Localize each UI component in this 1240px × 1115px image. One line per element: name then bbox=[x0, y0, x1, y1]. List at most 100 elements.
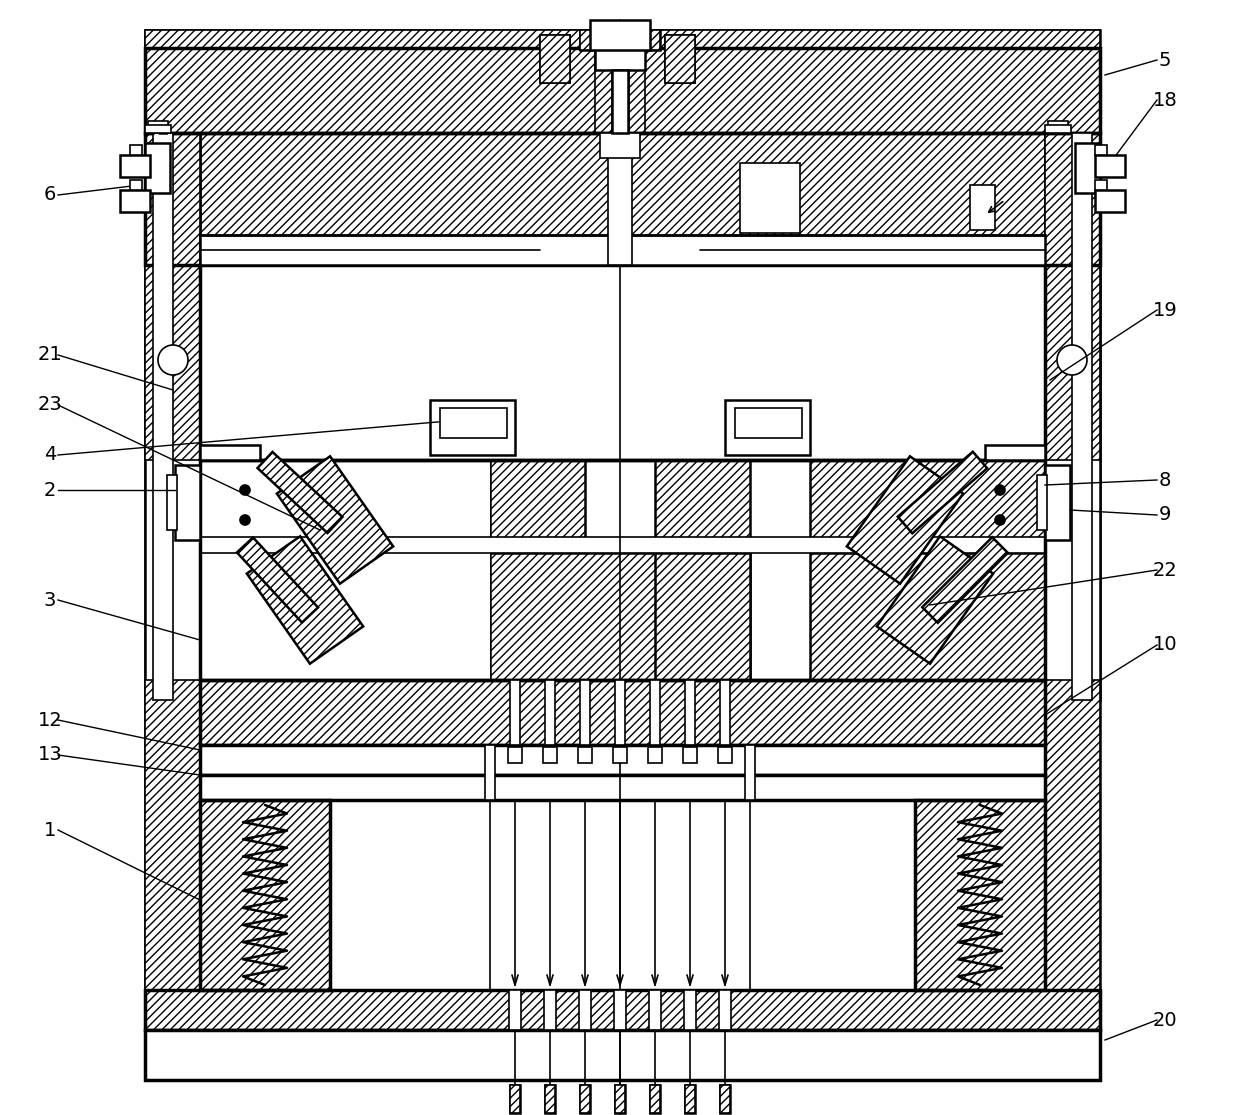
Bar bbox=[130, 145, 143, 155]
Circle shape bbox=[241, 515, 250, 525]
Text: 22: 22 bbox=[1153, 561, 1177, 580]
Bar bbox=[1095, 145, 1107, 155]
Bar bbox=[1045, 133, 1100, 460]
Bar bbox=[200, 775, 1045, 799]
Bar bbox=[1037, 475, 1047, 530]
Circle shape bbox=[994, 485, 1004, 495]
Bar bbox=[725, 400, 810, 455]
Polygon shape bbox=[277, 456, 393, 583]
Bar bbox=[579, 990, 591, 1030]
Bar bbox=[330, 799, 915, 990]
Bar bbox=[546, 1085, 556, 1113]
Bar bbox=[510, 1085, 520, 1113]
Bar bbox=[580, 30, 660, 50]
Text: 4: 4 bbox=[43, 446, 56, 465]
Bar bbox=[720, 680, 730, 745]
Circle shape bbox=[1056, 345, 1087, 375]
Bar bbox=[510, 680, 520, 745]
Bar bbox=[200, 745, 1045, 775]
Bar bbox=[145, 680, 200, 990]
Bar bbox=[665, 35, 694, 83]
Bar bbox=[200, 537, 1045, 553]
Bar bbox=[650, 680, 660, 745]
Bar bbox=[720, 1085, 730, 1113]
Bar bbox=[615, 680, 625, 745]
Bar bbox=[580, 680, 590, 745]
Bar bbox=[145, 143, 170, 193]
Bar bbox=[430, 400, 515, 455]
Bar bbox=[485, 745, 495, 799]
Bar bbox=[614, 990, 626, 1030]
Bar bbox=[543, 747, 557, 763]
Bar bbox=[683, 747, 697, 763]
Bar bbox=[145, 133, 1100, 265]
Bar bbox=[970, 185, 994, 230]
Bar bbox=[200, 799, 330, 990]
Bar bbox=[145, 30, 1100, 48]
Bar bbox=[595, 48, 645, 70]
Bar bbox=[148, 122, 167, 133]
Bar bbox=[915, 799, 1045, 990]
Bar bbox=[810, 553, 1045, 680]
Bar bbox=[650, 1085, 660, 1113]
Polygon shape bbox=[898, 452, 987, 533]
Bar bbox=[615, 1085, 625, 1113]
Bar bbox=[655, 460, 750, 545]
Circle shape bbox=[994, 515, 1004, 525]
Bar bbox=[1048, 122, 1068, 133]
Bar bbox=[544, 990, 556, 1030]
Polygon shape bbox=[877, 536, 993, 663]
Bar bbox=[580, 1085, 590, 1113]
Bar bbox=[130, 180, 143, 190]
Bar bbox=[745, 745, 755, 799]
Bar bbox=[490, 553, 750, 680]
Bar bbox=[546, 1085, 556, 1113]
Text: 18: 18 bbox=[1153, 90, 1177, 109]
Bar bbox=[200, 235, 1045, 265]
Bar bbox=[735, 408, 802, 438]
Bar bbox=[145, 990, 1100, 1030]
Bar bbox=[608, 133, 632, 265]
Bar bbox=[684, 680, 694, 745]
Text: 1: 1 bbox=[43, 821, 56, 840]
Text: 23: 23 bbox=[37, 396, 62, 415]
Text: 12: 12 bbox=[37, 710, 62, 729]
Bar bbox=[580, 30, 660, 50]
Bar bbox=[580, 1085, 590, 1113]
Bar bbox=[120, 155, 150, 177]
Text: 21: 21 bbox=[37, 346, 62, 365]
Bar bbox=[200, 460, 435, 545]
Bar bbox=[175, 465, 200, 540]
Bar bbox=[720, 1085, 730, 1113]
Bar bbox=[590, 20, 650, 50]
Circle shape bbox=[241, 485, 250, 495]
Bar bbox=[490, 460, 585, 545]
Bar bbox=[810, 460, 1045, 545]
Bar bbox=[600, 133, 640, 158]
Polygon shape bbox=[200, 460, 490, 680]
Bar bbox=[649, 990, 661, 1030]
Bar bbox=[718, 747, 732, 763]
Bar bbox=[145, 48, 1100, 133]
Bar bbox=[665, 35, 694, 83]
Bar bbox=[613, 70, 627, 133]
Bar bbox=[1095, 190, 1125, 212]
Text: 6: 6 bbox=[43, 185, 56, 204]
Text: 9: 9 bbox=[1159, 505, 1172, 524]
Bar bbox=[650, 1085, 660, 1113]
Bar bbox=[200, 680, 1045, 745]
Bar bbox=[1073, 133, 1092, 700]
Bar bbox=[508, 990, 521, 1030]
Bar bbox=[655, 553, 750, 680]
Bar bbox=[145, 30, 1100, 48]
Bar bbox=[1095, 180, 1107, 190]
Bar bbox=[200, 680, 1045, 745]
Bar bbox=[167, 475, 177, 530]
Text: 13: 13 bbox=[37, 746, 62, 765]
Polygon shape bbox=[237, 537, 319, 622]
Bar bbox=[145, 48, 1100, 133]
Bar bbox=[200, 445, 260, 460]
Text: 2: 2 bbox=[43, 481, 56, 500]
Bar bbox=[440, 408, 507, 438]
Bar bbox=[915, 799, 1045, 990]
